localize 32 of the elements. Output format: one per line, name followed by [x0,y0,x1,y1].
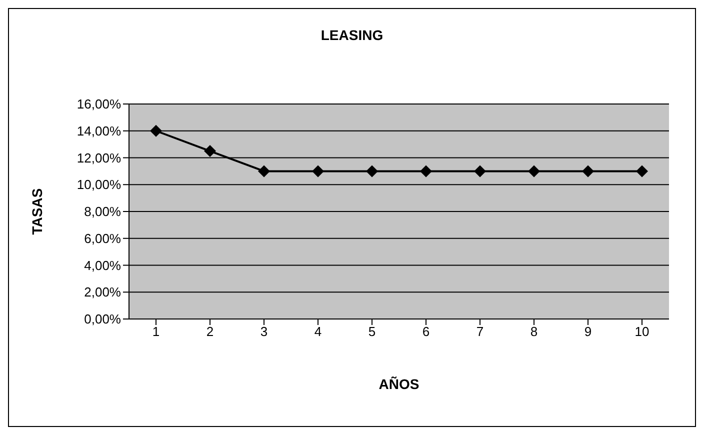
point [636,165,648,178]
x-tick-label: 8 [530,324,538,340]
y-tick-label: 0,00% [84,312,122,327]
x-tick-label: 7 [476,324,484,340]
y-tick-label: 4,00% [84,258,122,273]
y-tick-label: 16,00% [76,96,122,112]
y-axis-title: TASAS [28,188,45,235]
x-tick-label: 6 [422,324,430,340]
point [204,145,216,158]
point [312,165,324,178]
point [258,165,270,178]
x-tick-label: 3 [260,324,268,340]
point [420,165,432,178]
point [474,165,486,178]
y-tick-label: 2,00% [84,284,122,300]
y-tick-label: 8,00% [84,204,122,220]
x-tick-label: 4 [314,324,322,340]
point [582,165,594,178]
point [366,165,378,178]
x-tick-label: 9 [584,324,592,340]
y-tick-label: 10,00% [76,177,122,192]
x-tick-label: 5 [368,324,376,340]
y-tick-label: 12,00% [76,150,122,166]
chart-title: LEASING [320,27,384,43]
y-tick-label: 6,00% [84,230,122,246]
x-axis-title: AÑOS [378,376,420,392]
point [528,165,540,178]
x-tick-label: 2 [206,324,214,340]
x-tick-label: 10 [634,324,650,340]
x-tick-label: 1 [152,324,160,340]
y-tick-label: 14,00% [76,123,122,138]
point [150,124,162,137]
